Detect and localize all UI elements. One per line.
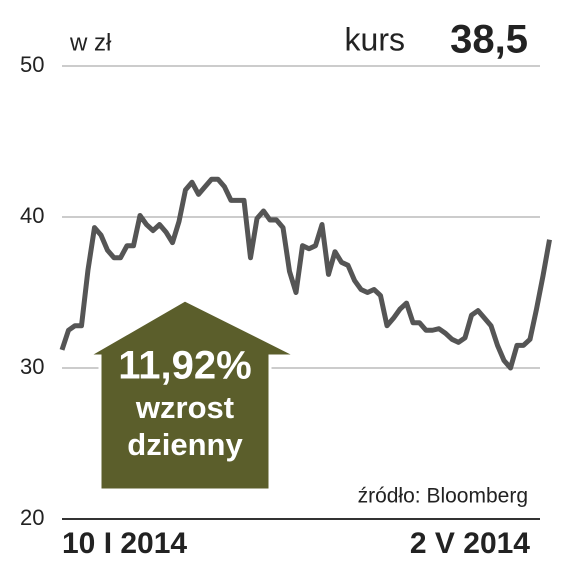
y-tick-label: 30 [20, 354, 44, 379]
y-tick-label: 40 [20, 203, 44, 228]
y-tick-label: 50 [20, 52, 44, 77]
price: 38,5 [450, 18, 528, 62]
y-tick-label: 20 [20, 505, 44, 530]
badge-arrow [82, 298, 298, 492]
badge-text: wzrost [135, 390, 234, 425]
badge-text: dzienny [127, 427, 243, 462]
source: źródło: Bloomberg [358, 485, 528, 508]
x-tick-label: 10 I 2014 [62, 527, 187, 560]
price-label: kurs [345, 21, 405, 57]
x-tick-label: 2 V 2014 [410, 527, 530, 560]
badge-text: 11,92% [118, 344, 251, 388]
y-axis-label: w zł [69, 29, 112, 56]
price-line [59, 176, 552, 371]
